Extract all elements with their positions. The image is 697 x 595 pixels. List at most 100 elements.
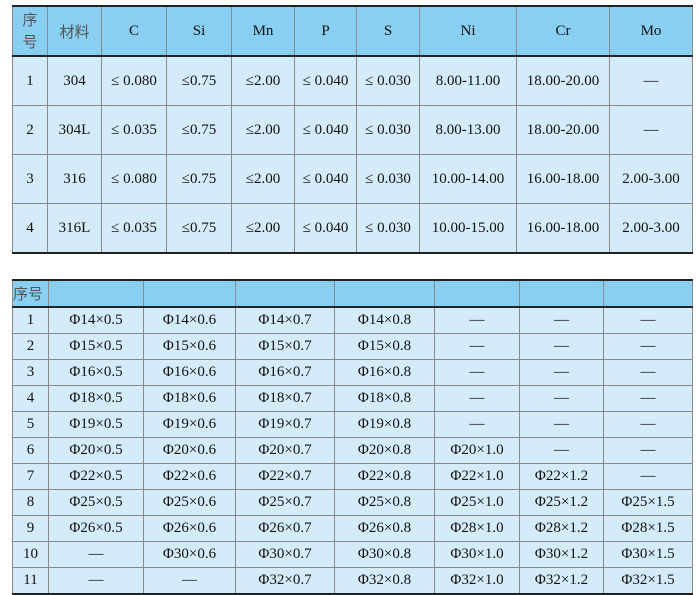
table-cell: 8 xyxy=(12,489,49,516)
table-cell: 16.00-18.00 xyxy=(516,154,610,204)
table-cell: 18.00-20.00 xyxy=(516,105,610,155)
column-header: S xyxy=(356,5,420,57)
table-cell: 8.00-13.00 xyxy=(419,105,517,155)
table-cell: Φ30×1.0 xyxy=(434,541,520,568)
table-row: 6 Φ20×0.5 Φ20×0.6 Φ20×0.7 Φ20×0.8 Φ20×1.0— — xyxy=(12,437,693,464)
column-header: Si xyxy=(166,5,232,57)
table-cell: Φ19×0.5 xyxy=(48,411,144,438)
table-cell: Φ30×1.2 xyxy=(519,541,604,568)
table-cell: ≤0.75 xyxy=(166,55,232,106)
table-cell: Φ25×0.5 xyxy=(48,489,144,516)
table-cell: — xyxy=(434,359,520,386)
table-cell: ≤ 0.040 xyxy=(294,55,357,106)
column-header: P xyxy=(294,5,357,57)
table-cell: — xyxy=(48,541,144,568)
table-cell: Φ30×0.8 xyxy=(334,541,435,568)
table-row: 3 316 ≤ 0.080 ≤0.75 ≤2.00 ≤ 0.040 ≤ 0.030 10.00… xyxy=(12,154,693,204)
table-cell: ≤ 0.040 xyxy=(294,154,357,204)
table-row: 4 316L ≤ 0.035 ≤0.75 ≤2.00 ≤ 0.040 ≤ 0.030 10.0… xyxy=(12,203,693,254)
table-cell: 2 xyxy=(12,105,48,155)
table-cell: — xyxy=(519,437,604,464)
table-cell: Φ14×0.6 xyxy=(143,306,236,334)
table-row: 7 Φ22×0.5 Φ22×0.6 Φ22×0.7 Φ22×0.8 Φ22×1.0 Φ22×… xyxy=(12,463,693,490)
column-header: 序号 xyxy=(12,5,48,57)
column-header xyxy=(235,279,335,308)
table-cell: — xyxy=(519,333,604,360)
table-cell: ≤ 0.030 xyxy=(356,203,420,254)
table-cell: Φ14×0.5 xyxy=(48,306,144,334)
table-cell: 304L xyxy=(47,105,102,155)
table-row: 1 Φ14×0.5 Φ14×0.6 Φ14×0.7 Φ14×0.8— — — xyxy=(12,306,693,334)
table-cell: ≤0.75 xyxy=(166,154,232,204)
table-row: 2 304L ≤ 0.035 ≤0.75 ≤2.00 ≤ 0.040 ≤ 0.030 8.00… xyxy=(12,105,693,155)
table-cell: 2.00-3.00 xyxy=(609,203,693,254)
table-cell: Φ18×0.6 xyxy=(143,385,236,412)
table-cell: — xyxy=(609,105,693,155)
table-cell: Φ32×1.0 xyxy=(434,567,520,595)
table-cell: 16.00-18.00 xyxy=(516,203,610,254)
table-cell: 2 xyxy=(12,333,49,360)
table-cell: — xyxy=(603,437,693,464)
table-cell: ≤ 0.030 xyxy=(356,154,420,204)
table-cell: Φ18×0.5 xyxy=(48,385,144,412)
table-cell: Φ20×0.8 xyxy=(334,437,435,464)
table-cell: — xyxy=(519,306,604,334)
table-cell: ≤0.75 xyxy=(166,203,232,254)
column-header: Mo xyxy=(609,5,693,57)
table-row: 1 304 ≤ 0.080 ≤0.75 ≤2.00 ≤ 0.040 ≤ 0.030 8.00-… xyxy=(12,55,693,106)
table-cell: Φ16×0.7 xyxy=(235,359,335,386)
column-header: Cr xyxy=(516,5,610,57)
table-cell: Φ25×0.7 xyxy=(235,489,335,516)
table-cell: Φ28×1.2 xyxy=(519,515,604,542)
table-cell: 9 xyxy=(12,515,49,542)
table-cell: — xyxy=(603,385,693,412)
table-cell: 3 xyxy=(12,154,48,204)
table-cell: Φ22×0.8 xyxy=(334,463,435,490)
table-cell: Φ22×1.0 xyxy=(434,463,520,490)
column-header: 序号 xyxy=(12,279,49,308)
table-cell: — xyxy=(434,385,520,412)
table-cell: ≤ 0.080 xyxy=(101,154,167,204)
table-cell: Φ30×1.5 xyxy=(603,541,693,568)
table-cell: ≤2.00 xyxy=(231,105,295,155)
table-cell: Φ16×0.6 xyxy=(143,359,236,386)
table-cell: Φ20×0.6 xyxy=(143,437,236,464)
table-cell: Φ18×0.7 xyxy=(235,385,335,412)
table-cell: Φ20×0.5 xyxy=(48,437,144,464)
table-cell: 3 xyxy=(12,359,49,386)
table-cell: Φ15×0.5 xyxy=(48,333,144,360)
column-header xyxy=(519,279,604,308)
table-cell: — xyxy=(603,306,693,334)
table-cell: 1 xyxy=(12,306,49,334)
table-cell: 316L xyxy=(47,203,102,254)
table-cell: Φ25×0.8 xyxy=(334,489,435,516)
table-cell: Φ16×0.8 xyxy=(334,359,435,386)
table-row: 11— — Φ32×0.7 Φ32×0.8 Φ32×1.0 Φ32×1.2 Φ32×1.5 xyxy=(12,567,693,595)
table-cell: Φ22×0.5 xyxy=(48,463,144,490)
table-cell: 10.00-15.00 xyxy=(419,203,517,254)
table-cell: Φ19×0.8 xyxy=(334,411,435,438)
table-cell: 4 xyxy=(12,385,49,412)
table-cell: 10.00-14.00 xyxy=(419,154,517,204)
table-cell: Φ15×0.6 xyxy=(143,333,236,360)
table-cell: ≤ 0.080 xyxy=(101,55,167,106)
table-cell: Φ30×0.7 xyxy=(235,541,335,568)
column-header xyxy=(603,279,693,308)
table-cell: — xyxy=(519,359,604,386)
table-cell: ≤ 0.040 xyxy=(294,105,357,155)
column-header: C xyxy=(101,5,167,57)
table-cell: — xyxy=(434,411,520,438)
table-cell: — xyxy=(609,55,693,106)
table-cell: 7 xyxy=(12,463,49,490)
table-row: 2 Φ15×0.5 Φ15×0.6 Φ15×0.7 Φ15×0.8— — — xyxy=(12,333,693,360)
table-cell: Φ20×0.7 xyxy=(235,437,335,464)
table-cell: Φ25×1.5 xyxy=(603,489,693,516)
table-row: 10— Φ30×0.6 Φ30×0.7 Φ30×0.8 Φ30×1.0 Φ30×1.2 Φ3… xyxy=(12,541,693,568)
table-cell: Φ14×0.8 xyxy=(334,306,435,334)
table-cell: ≤0.75 xyxy=(166,105,232,155)
table-cell: Φ20×1.0 xyxy=(434,437,520,464)
table-row: 3 Φ16×0.5 Φ16×0.6 Φ16×0.7 Φ16×0.8— — — xyxy=(12,359,693,386)
table-cell: Φ32×1.5 xyxy=(603,567,693,595)
column-header xyxy=(48,279,144,308)
table-cell: 1 xyxy=(12,55,48,106)
